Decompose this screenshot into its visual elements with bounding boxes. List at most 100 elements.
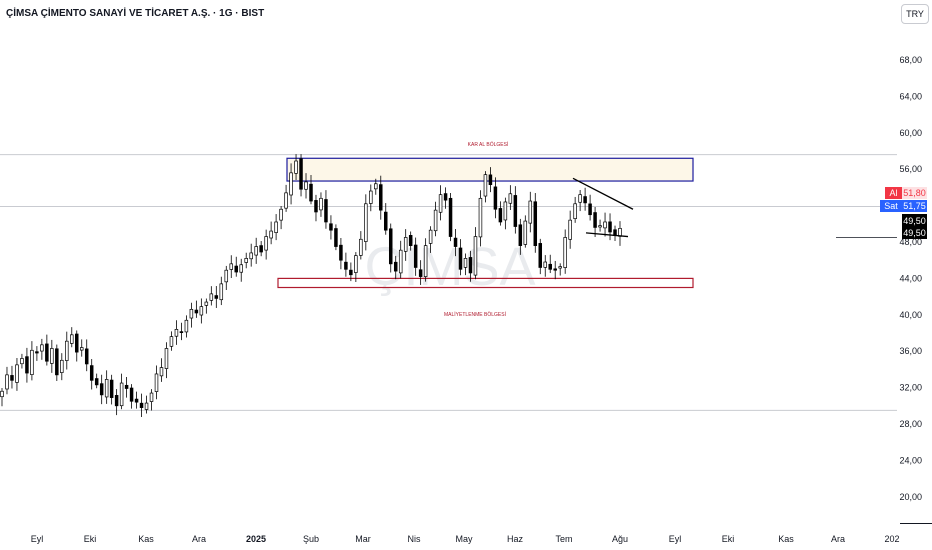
candle <box>488 167 493 193</box>
cost-zone-label: MALİYETLENME BÖLGESİ <box>444 311 506 318</box>
svg-text:Sat: Sat <box>884 201 898 211</box>
candle <box>119 373 124 410</box>
candle <box>134 391 139 409</box>
candle <box>25 347 29 383</box>
candle <box>493 177 498 219</box>
candle <box>483 171 488 203</box>
candle <box>413 237 418 276</box>
candle <box>608 213 612 241</box>
time-tick-label: Eki <box>84 534 97 544</box>
candle <box>164 342 169 379</box>
candle <box>219 276 224 306</box>
candle <box>613 225 617 241</box>
ask-price-tag: Al 51,80 <box>885 187 927 199</box>
price-tick-label: 60,00 <box>899 128 922 138</box>
svg-text:51,75: 51,75 <box>903 201 926 211</box>
candle <box>274 214 278 241</box>
triangle-pattern-lines[interactable] <box>572 177 634 238</box>
time-tick-label: 202 <box>884 534 899 544</box>
candle <box>478 190 483 247</box>
candle <box>388 223 393 273</box>
candle <box>448 192 453 242</box>
candle <box>149 389 154 411</box>
candle <box>189 302 194 328</box>
candle <box>463 253 468 276</box>
candle <box>319 192 323 217</box>
price-tick-label: 56,00 <box>899 164 922 174</box>
candle <box>259 241 263 257</box>
candle <box>433 201 438 237</box>
price-tick-label: 44,00 <box>899 273 922 283</box>
time-tick-label: Nis <box>408 534 421 544</box>
symbol-title[interactable]: ÇİMSA ÇİMENTO SANAYİ VE TİCARET A.Ş. · 1… <box>6 8 265 19</box>
last-price-tag: 49,50 49,50 <box>902 214 927 239</box>
candle <box>284 184 288 212</box>
candle <box>314 194 318 222</box>
candle <box>214 286 219 308</box>
candle <box>568 210 572 249</box>
time-tick-label: Ara <box>192 534 206 544</box>
time-tick-label: Eki <box>722 534 735 544</box>
candle <box>204 298 209 314</box>
candle <box>339 238 343 270</box>
candle <box>573 196 577 223</box>
cost-zone-box[interactable] <box>277 277 694 289</box>
currency-button[interactable]: TRY <box>901 4 929 24</box>
candle <box>558 263 562 276</box>
price-tick-label: 64,00 <box>899 91 922 101</box>
candle <box>79 339 84 357</box>
candle <box>543 255 547 277</box>
time-tick-label: Kas <box>138 534 154 544</box>
candle <box>398 240 403 279</box>
candle <box>55 344 59 381</box>
candle <box>379 175 383 220</box>
time-tick-label: Haz <box>507 534 524 544</box>
candle <box>94 373 99 389</box>
candle <box>159 358 164 382</box>
candle <box>229 255 234 279</box>
candle <box>75 330 79 362</box>
price-tick-label: 40,00 <box>899 310 922 320</box>
candle <box>209 286 214 306</box>
candle <box>523 215 528 248</box>
pattern-lower-line[interactable] <box>585 232 629 238</box>
pattern-upper-line[interactable] <box>572 177 634 210</box>
candle <box>528 191 533 233</box>
time-tick-label: Tem <box>555 534 572 544</box>
candle <box>533 193 538 253</box>
candle <box>374 178 378 195</box>
candle <box>5 366 9 395</box>
candle <box>518 218 523 255</box>
candle <box>289 163 293 205</box>
candle <box>104 370 109 404</box>
candle <box>453 229 458 257</box>
candle <box>84 339 89 372</box>
candle <box>30 341 34 381</box>
svg-text:51,80: 51,80 <box>903 188 926 198</box>
svg-text:49,50: 49,50 <box>903 228 926 238</box>
candle <box>508 185 513 211</box>
price-axis[interactable]: 20,00 24,00 28,00 32,00 36,00 40,00 44,00 48,00… <box>899 55 922 502</box>
candle <box>139 393 144 418</box>
candle <box>129 384 134 409</box>
candle <box>354 252 358 282</box>
candle <box>563 229 567 274</box>
time-tick-label: Ağu <box>612 534 628 544</box>
time-axis[interactable]: Eyl Eki Kas Ara 2025 Şub Mar Nis May Haz Tem Ağu Eyl… <box>31 534 900 544</box>
horizontal-lines <box>0 154 897 411</box>
time-tick-label: Ara <box>831 534 845 544</box>
candle <box>124 376 129 398</box>
time-tick-label: Şub <box>303 534 319 544</box>
candle <box>35 346 39 361</box>
candle <box>15 357 19 391</box>
candle <box>169 331 174 351</box>
candle <box>359 231 363 260</box>
candle <box>578 190 582 212</box>
candle <box>65 331 69 370</box>
candle <box>603 212 607 237</box>
candle <box>553 260 557 280</box>
candle <box>498 201 503 226</box>
candle <box>349 262 353 282</box>
candle <box>224 265 229 290</box>
